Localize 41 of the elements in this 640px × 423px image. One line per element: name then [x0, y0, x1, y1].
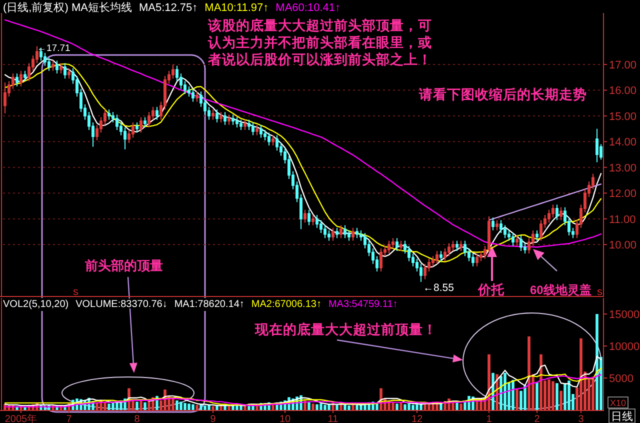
y-tick-label: 16.00	[609, 85, 637, 98]
y-tick-label: 14.00	[609, 136, 637, 149]
x-tick-label: 1	[486, 414, 492, 423]
y-axis-title: X10	[610, 398, 626, 408]
y-tick-label: 13.00	[609, 162, 637, 174]
text: MA5:12.75↑	[138, 2, 198, 14]
y-tick-label: 10000	[609, 341, 640, 353]
annotation: 价托	[477, 282, 505, 297]
text: MA1:78620.14↑	[174, 299, 244, 310]
text: MA3:54759.11↑	[328, 299, 398, 310]
x-tick-label: 9	[210, 414, 216, 423]
annotation: 前头部的顶量	[84, 258, 163, 273]
text: MA60:10.41↑	[276, 2, 340, 14]
text: 日线	[611, 410, 633, 423]
y-tick-label: 17.00	[609, 59, 637, 72]
x-tick-label: 3	[578, 414, 584, 423]
text: MA2:67006.13↑	[251, 299, 322, 310]
y-tick-label: 15.00	[609, 110, 637, 123]
chart-title: (日线,前复权) MA短长均线	[3, 1, 132, 14]
x-tick-label: 2005年	[4, 413, 38, 423]
annotation: S	[73, 288, 78, 297]
annotation: 60线地灵盖	[530, 283, 592, 297]
annotation: 该股的底量大大超过前头部顶量，可认为主力并不把前头部看在眼里，或者说以后股价可以涨到前头部之上！	[207, 17, 432, 67]
annotation: ←8.55	[423, 282, 454, 294]
y-tick-label: 15000	[609, 309, 640, 321]
y-tick-label: 12.00	[609, 188, 637, 200]
x-tick-label: 8	[134, 414, 140, 423]
y-tick-label: 5000	[609, 373, 634, 385]
x-tick-label: 11	[328, 414, 339, 423]
x-tick-label: 10	[279, 414, 291, 423]
text: MA10:11.97↑	[204, 2, 269, 14]
annotation: 现在的底量大大超过前顶量！	[254, 321, 437, 337]
y-tick-label: 11.00	[609, 214, 636, 226]
annotation: ←17.71	[37, 43, 70, 54]
chart-title: VOL2(5,10,20)	[3, 299, 69, 310]
annotation: S	[597, 288, 602, 297]
y-tick-label: 10.00	[609, 240, 637, 252]
x-tick-label: 7	[66, 414, 72, 423]
x-tick-label: 12	[411, 414, 423, 423]
annotation: 请看下图收缩后的长期走势	[418, 86, 587, 102]
x-tick-label: 2	[534, 414, 540, 423]
